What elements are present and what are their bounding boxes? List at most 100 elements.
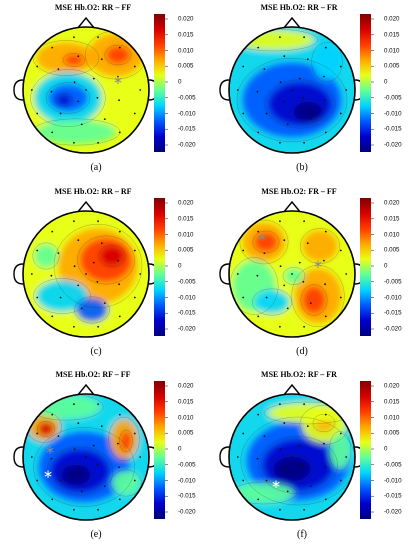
head-outline	[22, 210, 150, 338]
electrode-dot	[323, 442, 325, 445]
colorbar-tick-label: -0.010	[384, 110, 402, 117]
colorbar-tick-label: 0.015	[384, 31, 400, 39]
electrode-dot	[85, 273, 87, 275]
electrode-dot	[339, 249, 342, 252]
colorbar	[154, 14, 165, 152]
electrode-dot	[283, 467, 286, 470]
electrode-dot	[85, 89, 87, 91]
electrode-dot	[118, 46, 121, 49]
electrode-dot	[257, 413, 260, 416]
electrode-dot	[118, 131, 121, 134]
colorbar-tick-label: -0.020	[178, 325, 196, 333]
electrode-dot	[51, 131, 54, 134]
electrode-dot	[345, 456, 348, 458]
colorbar-tick-label: 0.020	[178, 382, 194, 390]
colorbar-tick-labels: 0.020 0.015 0.010 0.005 0 -0.005 -0.010 -0.015 -…	[178, 198, 208, 338]
electrode-dot	[118, 283, 120, 286]
electrode-dot	[256, 274, 259, 277]
electrode-dot	[133, 296, 136, 299]
electrode-dot	[80, 490, 83, 493]
colorbar-tick-label: -0.005	[178, 94, 196, 102]
nose	[282, 200, 302, 214]
colorbar-tick-label: 0	[384, 78, 388, 86]
topographic-head-map: ∗∗	[219, 198, 374, 338]
left-ear	[219, 263, 230, 285]
colorbar-tick-label: 0.005	[384, 246, 400, 254]
electrode-dot	[291, 89, 293, 91]
colorbar-tick-label: -0.020	[384, 508, 402, 516]
electrode-dot	[139, 273, 142, 275]
electrode-dot	[324, 131, 327, 134]
panel-caption: (c)	[90, 346, 102, 357]
panel-title: MSE Hb.O2: RR – RF	[54, 187, 132, 196]
electrode-dot	[36, 112, 39, 115]
colorbar	[154, 198, 165, 336]
electrode-dot	[50, 90, 53, 93]
panel-title: MSE Hb.O2: RR – FF	[54, 3, 132, 12]
electrode-dot	[139, 456, 142, 458]
panel-title: MSE Hb.O2: FR – FF	[261, 187, 337, 196]
topomap-panel-b: MSE Hb.O2: RR – FR 0.020 0.015 0.010 0.005 0…	[212, 0, 412, 180]
electrode-dot	[279, 220, 281, 223]
electrode-dot	[103, 118, 106, 120]
panel-title: MSE Hb.O2: RR – FR	[260, 3, 338, 12]
colorbar-tick-label: -0.005	[384, 278, 402, 286]
electrode-dot	[77, 284, 80, 287]
electrode-dot	[51, 315, 54, 318]
panel-title: MSE Hb.O2: RF – FF	[55, 370, 131, 379]
electrode-dot	[97, 508, 99, 511]
head-outline	[228, 210, 356, 338]
colorbar-tick-label: 0	[178, 445, 182, 453]
electrode-dot	[302, 463, 305, 466]
electrode-dot	[80, 307, 83, 310]
electrode-dot	[309, 485, 312, 487]
colorbar-tick-label: 0.005	[384, 62, 400, 70]
electrode-dot	[73, 265, 76, 268]
colorbar-tick-label: -0.015	[178, 492, 196, 500]
electrode-dot	[97, 325, 99, 328]
colorbar-tick-label: -0.005	[384, 461, 402, 469]
left-ear	[219, 79, 230, 101]
electrode-dot	[242, 249, 245, 252]
topomap-panel-f: MSE Hb.O2: RF – FR ∗ 0.020 0.015 0.010 0.00…	[212, 367, 412, 547]
electrode-dot	[339, 479, 342, 482]
electrode-dot	[257, 230, 260, 233]
colorbar-tick-label: -0.015	[384, 309, 402, 317]
electrode-dot	[283, 100, 286, 103]
electrode-dot	[236, 456, 239, 458]
electrode-dot	[345, 89, 348, 91]
electrode-dot	[133, 479, 136, 482]
electrode-dot	[286, 490, 289, 493]
colorbar-tick-label: 0.015	[384, 398, 400, 406]
electrode-dot	[345, 273, 348, 275]
electrode-dot	[324, 413, 327, 416]
electrode-dot	[57, 68, 60, 70]
electrode-dot	[279, 325, 281, 328]
colorbar-tick-label: 0	[384, 262, 388, 270]
electrode-dot	[324, 315, 327, 318]
colorbar-tick-labels: 0.020 0.015 0.010 0.005 0 -0.005 -0.010 -0.015 -…	[178, 14, 208, 154]
colorbar-tick-label: -0.020	[384, 141, 402, 149]
electrode-dot	[80, 123, 83, 126]
electrode-dot	[77, 100, 80, 103]
panel-caption: (f)	[297, 529, 307, 540]
electrode-dot	[133, 249, 136, 252]
topographic-head-map	[13, 198, 168, 338]
significance-asterisk-icon: ∗	[43, 467, 53, 481]
left-ear	[13, 446, 24, 468]
electrode-dot	[283, 284, 286, 287]
electrode-dot	[51, 498, 54, 501]
electrode-dot	[36, 249, 39, 252]
electrode-dot	[265, 479, 268, 482]
electrode-dot	[257, 315, 260, 318]
colorbar-tick-label: 0.020	[384, 382, 400, 390]
topomap-panel-a: MSE Hb.O2: RR – FF ∗ 0.020 0.015 0.010 0.00…	[6, 0, 206, 180]
panel-caption: (a)	[90, 162, 102, 173]
electrode-dot	[73, 81, 76, 84]
colorbar-tick-label: 0.010	[178, 414, 194, 421]
colorbar-tick-label: 0.010	[384, 231, 400, 238]
electrode-dot	[257, 131, 260, 134]
colorbar-tick-label: 0.010	[178, 231, 194, 238]
topomap-panel-c: MSE Hb.O2: RR – RF 0.020 0.015 0.010 0.005 0…	[6, 184, 206, 364]
electrode-dot	[97, 220, 99, 223]
